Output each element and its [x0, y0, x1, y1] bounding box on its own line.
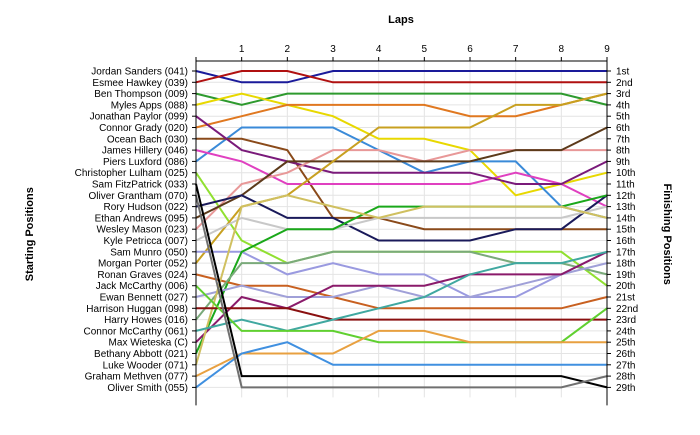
starting-position-label: James Hillery (046) [102, 146, 188, 157]
finishing-position-label: 19th [616, 270, 635, 281]
starting-position-label: Kyle Petricca (007) [104, 236, 188, 247]
starting-position-label: Myles Apps (088) [111, 100, 188, 111]
starting-position-label: Graham Methven (077) [85, 372, 188, 383]
lap-tick-label: 3 [330, 44, 336, 55]
finishing-position-label: 15th [616, 225, 635, 236]
finishing-position-label: 13th [616, 202, 635, 213]
starting-position-label: Ben Thompson (009) [94, 89, 188, 100]
starting-position-label: Sam Munro (050) [110, 247, 188, 258]
starting-position-label: Jordan Sanders (041) [91, 67, 188, 78]
series-line [195, 250, 608, 332]
finishing-position-label: 3rd [616, 89, 630, 100]
series-line [195, 262, 608, 298]
starting-position-label: Harrison Huggan (098) [86, 304, 188, 315]
lap-tick-label: 5 [422, 44, 428, 55]
series-line [195, 70, 607, 84]
series-line [195, 194, 608, 242]
starting-position-label: Jonathan Paylor (099) [90, 112, 188, 123]
series-line [195, 126, 608, 219]
finishing-position-label: 17th [616, 247, 635, 258]
starting-position-label: Bethany Abbott (021) [94, 349, 188, 360]
finishing-position-label: 11th [616, 180, 635, 191]
finishing-position-label: 28th [616, 372, 635, 383]
lap-tick-label: 6 [467, 44, 473, 55]
finishing-position-label: 1st [616, 67, 630, 78]
finishing-position-label: 4th [616, 100, 630, 111]
starting-position-label: Ethan Andrews (095) [95, 213, 188, 224]
starting-position-label: Luke Wooder (071) [103, 360, 188, 371]
lap-tick-label: 9 [604, 44, 610, 55]
finishing-position-label: 6th [616, 123, 630, 134]
y-axis-title-left: Starting Positions [24, 187, 36, 281]
finishing-position-label: 16th [616, 236, 635, 247]
series-line [195, 195, 608, 389]
axes [192, 57, 611, 406]
lap-tick-label: 7 [513, 44, 519, 55]
series-line [195, 194, 608, 366]
finishing-position-label: 29th [616, 383, 635, 394]
finishing-position-label: 14th [616, 213, 635, 224]
starting-position-label: Max Wieteska (C) [109, 338, 188, 349]
lap-tick-label: 4 [376, 44, 382, 55]
labels: Laps 1 2 3 4 5 6 7 8 9 Starting Positions Finishing… [24, 14, 673, 394]
series-line [195, 205, 608, 242]
starting-position-label: Rory Hudson (022) [104, 202, 188, 213]
x-axis-title: Laps [388, 14, 414, 26]
finishing-position-label: 8th [616, 146, 630, 157]
starting-position-label: Oliver Smith (055) [107, 383, 188, 394]
lap-tick-label: 2 [285, 44, 291, 55]
starting-position-label: Christopher Lulham (025) [75, 168, 188, 179]
lap-tick-label: 1 [239, 44, 245, 55]
starting-position-label: Ronan Graves (024) [97, 270, 188, 281]
series-line [195, 183, 608, 389]
finishing-position-label: 26th [616, 349, 635, 360]
starting-position-label: Esmee Hawkey (039) [92, 78, 188, 89]
series-line [195, 92, 608, 129]
series-line [195, 92, 608, 197]
finishing-position-label: 9th [616, 157, 630, 168]
finishing-position-label: 27th [616, 360, 635, 371]
lap-tick-label: 8 [559, 44, 565, 55]
starting-position-label: Ewan Bennett (027) [100, 293, 188, 304]
finishing-position-label: 10th [616, 168, 635, 179]
finishing-position-label: 24th [616, 326, 635, 337]
finishing-position-label: 25th [616, 338, 635, 349]
finishing-position-label: 2nd [616, 78, 633, 89]
starting-position-label: Jack McCarthy (006) [96, 281, 188, 292]
starting-position-label: Oliver Grantham (070) [89, 191, 188, 202]
finishing-position-label: 12th [616, 191, 635, 202]
starting-position-label: Ocean Bach (030) [107, 134, 188, 145]
series-line [195, 273, 608, 310]
finishing-position-label: 22nd [616, 304, 638, 315]
series-line [195, 115, 608, 185]
series-line [196, 307, 607, 321]
starting-position-label: Wesley Mason (023) [96, 225, 188, 236]
starting-position-label: Connor McCarthy (061) [84, 326, 188, 337]
starting-position-label: Connor Grady (020) [99, 123, 188, 134]
series-line [195, 250, 608, 343]
y-axis-title-right: Finishing Positions [661, 183, 673, 284]
finishing-position-label: 21st [616, 293, 635, 304]
series-line [195, 70, 607, 84]
starting-position-label: Harry Howes (016) [104, 315, 188, 326]
finishing-position-label: 7th [616, 134, 630, 145]
series-line [195, 149, 608, 208]
series-line [195, 329, 607, 377]
finishing-position-label: 5th [616, 112, 630, 123]
finishing-position-label: 20th [616, 281, 635, 292]
series-line [195, 341, 607, 389]
starting-position-label: Sam FitzPatrick (033) [92, 180, 188, 191]
starting-position-label: Morgan Porter (052) [98, 259, 188, 270]
finishing-position-label: 23rd [616, 315, 636, 326]
starting-position-label: Piers Luxford (086) [103, 157, 188, 168]
finishing-position-label: 18th [616, 259, 635, 270]
series-lines [195, 70, 608, 389]
